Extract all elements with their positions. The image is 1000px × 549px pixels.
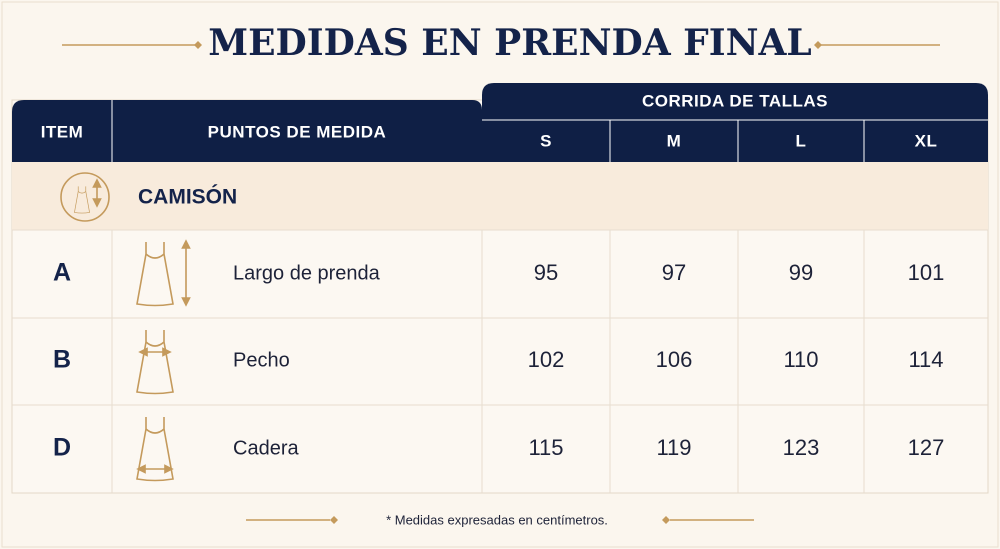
header-sizes: CORRIDA DE TALLAS xyxy=(642,91,828,110)
measure-value: 127 xyxy=(908,435,945,460)
measure-value: 102 xyxy=(528,347,565,372)
measure-value: 110 xyxy=(783,347,818,372)
icon-length xyxy=(136,239,191,307)
measure-value: 95 xyxy=(534,260,558,285)
measure-value: 106 xyxy=(656,347,693,372)
section-title: CAMISÓN xyxy=(138,185,237,209)
icon-chest xyxy=(136,329,174,395)
page-title: MEDIDAS EN PRENDA FINAL xyxy=(208,22,811,64)
title-ornament xyxy=(62,41,940,49)
footnote-ornament xyxy=(246,516,754,524)
table-grid xyxy=(12,229,988,493)
icon-hip xyxy=(136,416,174,482)
header-dividers xyxy=(111,100,988,162)
measure-label: Cadera xyxy=(233,437,299,459)
section-icon xyxy=(60,172,110,222)
item-letter: D xyxy=(53,434,71,462)
size-header: S xyxy=(540,131,552,150)
measure-value: 115 xyxy=(528,435,563,460)
measure-label: Pecho xyxy=(233,349,290,371)
measure-value: 119 xyxy=(656,435,691,460)
footnote: * Medidas expresadas en centímetros. xyxy=(386,512,608,527)
measure-value: 99 xyxy=(789,260,813,285)
header-points: PUNTOS DE MEDIDA xyxy=(208,122,387,141)
size-header: L xyxy=(796,131,807,150)
header-left xyxy=(12,100,482,162)
header-item: ITEM xyxy=(41,122,84,141)
table-body: A Largo de prenda 95 97 99 101 B Pecho 102 106 110… xyxy=(53,259,944,462)
size-header: XL xyxy=(915,131,938,150)
item-letter: A xyxy=(53,259,71,287)
measure-value: 97 xyxy=(662,260,686,285)
item-letter: B xyxy=(53,346,71,374)
measure-value: 123 xyxy=(783,435,820,460)
section-row xyxy=(12,162,988,230)
measure-label: Largo de prenda xyxy=(233,262,381,284)
measure-value: 101 xyxy=(908,260,945,285)
size-header: M xyxy=(667,131,682,150)
header-right xyxy=(482,83,988,162)
measure-value: 114 xyxy=(908,347,943,372)
